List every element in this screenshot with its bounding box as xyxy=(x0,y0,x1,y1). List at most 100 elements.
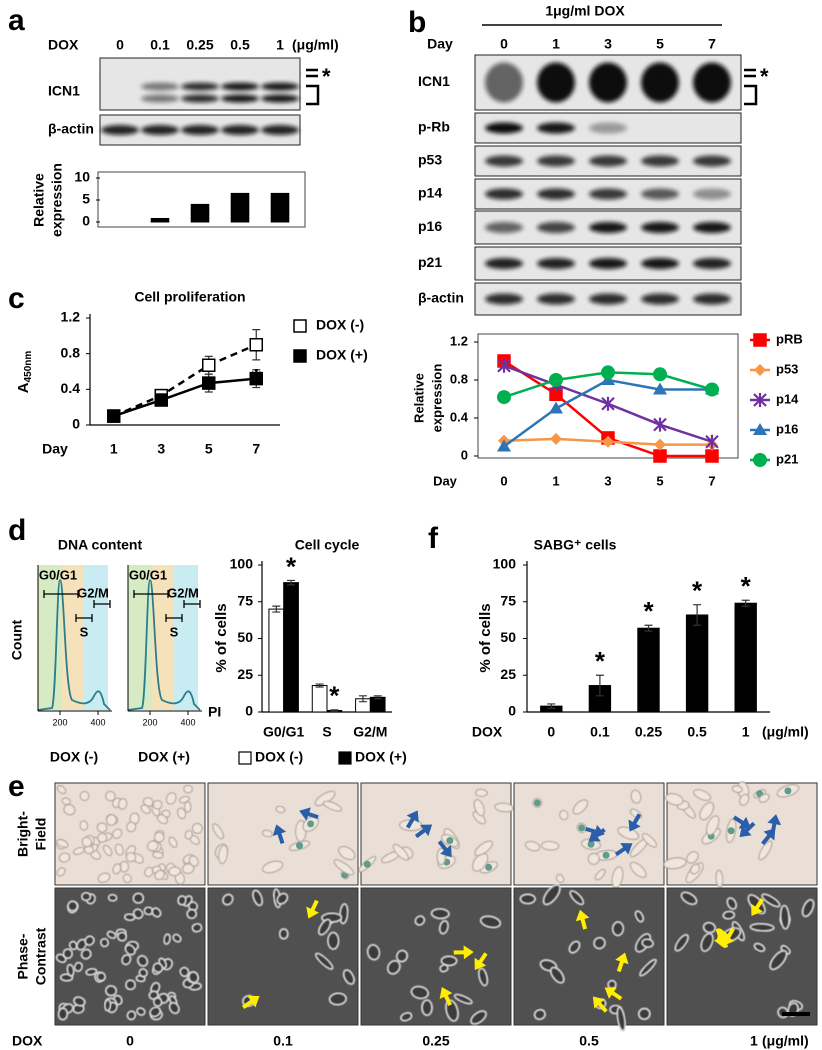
cell xyxy=(477,967,489,987)
cell xyxy=(123,913,136,922)
marker xyxy=(107,409,121,423)
cell xyxy=(84,935,95,946)
cell xyxy=(152,851,164,859)
cell xyxy=(637,1007,651,1021)
cell xyxy=(125,979,136,991)
dose-label: 0.25 xyxy=(186,37,213,53)
stained-cell xyxy=(533,799,541,807)
cell xyxy=(183,784,193,794)
micrograph xyxy=(358,782,514,886)
cell xyxy=(629,861,647,878)
blot-band xyxy=(537,62,575,103)
bar xyxy=(311,685,328,713)
y-axis-label: % of cells xyxy=(213,603,230,672)
legend-label: DOX (+) xyxy=(355,749,407,765)
cell xyxy=(56,867,66,877)
cell xyxy=(276,892,289,905)
blot-band xyxy=(221,82,259,91)
cell xyxy=(641,938,655,949)
blot xyxy=(99,57,301,111)
blot-band xyxy=(589,222,627,233)
cell xyxy=(163,933,171,945)
arrow-head xyxy=(440,845,452,858)
y-axis-label: expression xyxy=(429,364,444,433)
day-value: 3 xyxy=(604,36,612,52)
panel-label: f xyxy=(428,522,439,555)
blot-band xyxy=(141,82,179,91)
cell xyxy=(758,793,770,803)
gate-label: G2/M xyxy=(167,585,199,600)
marker xyxy=(753,453,767,467)
y-tick-label: 10 xyxy=(74,169,90,185)
band-label: p-Rb xyxy=(418,119,450,135)
band-label: p16 xyxy=(418,218,442,234)
panel-label: e xyxy=(8,770,25,803)
bar xyxy=(369,696,386,713)
cell xyxy=(395,949,409,963)
row-label: Phase- xyxy=(15,933,31,979)
cell xyxy=(138,968,149,978)
y-tick-label: 0 xyxy=(82,213,90,229)
cell xyxy=(594,868,606,881)
marker xyxy=(549,401,563,414)
cell xyxy=(366,943,381,961)
cell xyxy=(66,900,79,912)
error-bar xyxy=(373,695,382,700)
cell xyxy=(559,810,569,821)
cell xyxy=(726,897,738,910)
arrow-head xyxy=(763,828,776,841)
cell xyxy=(630,789,642,804)
cell xyxy=(136,1007,146,1016)
hist-y-label: Count xyxy=(9,619,25,660)
cell xyxy=(611,921,625,937)
cell xyxy=(58,852,71,863)
cell xyxy=(665,793,684,806)
cell xyxy=(179,795,190,804)
cell xyxy=(706,815,720,836)
stained-cell xyxy=(363,860,371,868)
blot xyxy=(474,210,742,245)
marker xyxy=(202,376,216,390)
blot-band xyxy=(693,155,731,167)
gate-bracket xyxy=(165,614,183,622)
legend-label: p14 xyxy=(776,391,799,406)
error-bar xyxy=(547,703,556,709)
error-bar xyxy=(315,683,324,688)
y-tick-label: 0 xyxy=(72,416,80,432)
panel-label: a xyxy=(8,4,25,37)
y-tick-label: 75 xyxy=(500,592,516,608)
cell xyxy=(62,948,74,960)
y-axis-label-main: % of cells xyxy=(213,603,230,672)
cell xyxy=(699,801,715,821)
stained-cell xyxy=(602,851,610,859)
hist-x-tick-label: 400 xyxy=(90,717,105,727)
cell xyxy=(168,836,178,848)
blot-band xyxy=(181,125,219,135)
x-tick-label: 3 xyxy=(604,473,611,488)
cell xyxy=(140,804,151,815)
arrow-head xyxy=(713,936,728,948)
cell xyxy=(125,852,137,863)
cell xyxy=(680,891,698,906)
dose-label: 0 xyxy=(116,37,124,53)
x-tick-label: G2/M xyxy=(353,724,387,740)
legend-label: DOX (+) xyxy=(316,347,368,363)
band-label: β-actin xyxy=(418,290,464,306)
cell xyxy=(525,840,541,852)
blot-band xyxy=(641,293,679,305)
cell xyxy=(761,893,781,908)
dose-label: 0.1 xyxy=(150,37,170,53)
blot-band xyxy=(693,222,731,233)
marker xyxy=(293,349,307,363)
cell xyxy=(533,1008,546,1021)
cell xyxy=(479,915,502,929)
cell xyxy=(191,922,203,933)
y-axis-label: Relative xyxy=(411,373,426,423)
x-axis-label: Day xyxy=(433,473,458,488)
annotation: * xyxy=(329,681,340,711)
cell xyxy=(338,846,356,861)
y-tick-label: 0.4 xyxy=(61,380,81,396)
cell xyxy=(386,959,401,975)
gate-label: G2/M xyxy=(77,585,109,600)
cell xyxy=(674,933,689,952)
